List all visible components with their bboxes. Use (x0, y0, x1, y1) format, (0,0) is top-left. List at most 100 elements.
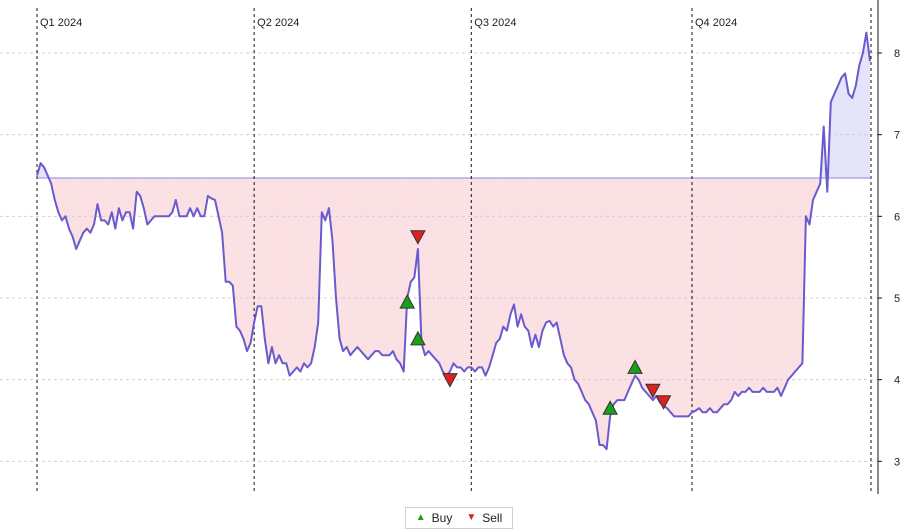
fill-below-baseline (282, 177, 287, 364)
legend-entry-buy[interactable]: ▲ Buy (416, 511, 453, 525)
fill-below-baseline (182, 177, 187, 217)
fill-below-baseline (699, 177, 703, 413)
fill-below-baseline (538, 177, 543, 347)
fill-below-baseline (663, 177, 668, 409)
fill-below-baseline (670, 177, 675, 417)
fill-below-baseline (307, 177, 312, 368)
fill-below-baseline (271, 177, 276, 364)
fill-below-baseline (510, 177, 515, 315)
fill-below-baseline (239, 177, 244, 339)
y-tick-label: 6 (894, 211, 900, 223)
fill-below-baseline (624, 177, 628, 401)
fill-below-baseline (542, 177, 547, 331)
fill-below-baseline (745, 177, 749, 392)
fill-below-baseline (147, 177, 151, 225)
fill-below-baseline (350, 177, 354, 356)
fill-below-baseline (428, 177, 433, 356)
fill-below-baseline (275, 177, 280, 364)
fill-below-baseline (396, 177, 401, 364)
y-tick-label: 7 (894, 130, 900, 142)
fill-below-baseline (83, 177, 87, 233)
fill-above-baseline (837, 77, 842, 178)
sell-marker (655, 395, 672, 410)
fill-below-baseline (560, 177, 564, 356)
fill-below-baseline (724, 177, 728, 405)
fill-below-baseline (716, 177, 721, 413)
fill-below-baseline (798, 177, 803, 368)
fill-below-baseline (300, 177, 304, 372)
fill-below-baseline (695, 177, 700, 411)
fill-below-baseline (389, 177, 393, 356)
fill-below-baseline (125, 177, 130, 213)
fill-below-baseline (236, 177, 240, 331)
price-line-layer (36, 31, 871, 451)
fill-below-baseline (368, 177, 372, 360)
fill-below-baseline (599, 177, 604, 445)
fill-below-baseline (535, 177, 539, 347)
fill-below-baseline (140, 177, 144, 209)
fill-below-baseline (175, 177, 180, 217)
fill-below-baseline (229, 177, 233, 286)
fill-above-baseline (855, 65, 860, 178)
fill-below-baseline (706, 177, 710, 413)
fill-below-baseline (154, 177, 159, 217)
fill-below-baseline (457, 177, 461, 368)
fill-below-baseline (161, 177, 166, 217)
fill-below-baseline (731, 177, 735, 401)
fill-below-baseline (546, 177, 550, 323)
fill-below-baseline (207, 177, 212, 199)
fill-below-baseline (791, 177, 796, 376)
fill-below-baseline (478, 177, 482, 368)
fill-below-baseline (553, 177, 557, 327)
fill-below-baseline (76, 177, 80, 249)
fill-below-baseline (702, 177, 707, 413)
buy-triangle-icon: ▲ (415, 512, 426, 523)
fill-layer (37, 32, 870, 450)
fill-below-baseline (677, 177, 682, 417)
fill-below-baseline (190, 177, 194, 217)
fill-below-baseline (656, 177, 660, 403)
fill-below-baseline (805, 177, 810, 225)
quarter-label: Q2 2024 (257, 17, 299, 29)
buy-marker (602, 400, 618, 415)
sell-marker (410, 230, 426, 245)
fill-below-baseline (197, 177, 201, 217)
y-tick-label: 4 (894, 375, 900, 387)
fill-above-baseline (848, 93, 853, 178)
fill-below-baseline (279, 177, 283, 364)
legend-entry-sell[interactable]: ▼ Sell (466, 511, 502, 525)
fill-below-baseline (492, 177, 497, 356)
fill-above-baseline (841, 73, 846, 178)
fill-below-baseline (179, 177, 183, 217)
fill-below-baseline (770, 177, 774, 392)
fill-above-baseline (834, 85, 838, 178)
fill-below-baseline (485, 177, 490, 376)
y-tick-label: 3 (894, 456, 900, 468)
fill-below-baseline (150, 177, 155, 221)
fill-below-baseline (378, 177, 383, 356)
fill-below-baseline (734, 177, 739, 396)
y-tick-label: 5 (894, 293, 900, 305)
fill-below-baseline (346, 177, 351, 356)
fill-below-baseline (446, 177, 450, 376)
fill-below-baseline (567, 177, 571, 368)
fill-below-baseline (104, 177, 109, 225)
fill-below-baseline (382, 177, 386, 356)
fill-below-baseline (311, 177, 315, 364)
fill-below-baseline (638, 177, 643, 388)
sell-marker (442, 373, 458, 388)
fill-below-baseline (425, 177, 429, 356)
fill-below-baseline (788, 177, 792, 380)
fill-below-baseline (449, 177, 454, 372)
fill-above-baseline (859, 53, 863, 178)
fill-below-baseline (684, 177, 689, 417)
fill-below-baseline (143, 177, 148, 225)
fill-below-baseline (293, 177, 297, 372)
fill-below-baseline (385, 177, 390, 356)
fill-below-baseline (581, 177, 586, 401)
fill-below-baseline (592, 177, 596, 421)
fill-below-baseline (158, 177, 162, 217)
fill-below-baseline (79, 177, 84, 241)
fill-below-baseline (756, 177, 760, 392)
